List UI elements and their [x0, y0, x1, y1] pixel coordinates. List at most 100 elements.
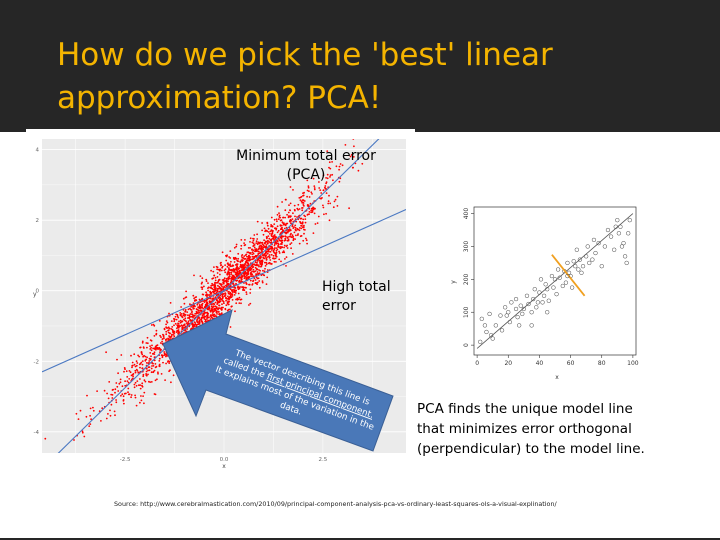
- scatter-point: [220, 306, 223, 309]
- scatter-point: [145, 342, 148, 344]
- scatter-point: [252, 268, 255, 271]
- x-tick-label: 0.0: [220, 457, 229, 463]
- scatter-point: [200, 282, 203, 285]
- title-bar: [0, 0, 720, 132]
- scatter-point: [108, 381, 111, 383]
- scatter-point: [299, 199, 302, 201]
- scatter-point: [329, 174, 332, 176]
- scatter-point: [306, 189, 309, 192]
- scatter-point: [265, 254, 268, 257]
- x-tick-label: 20: [504, 360, 512, 367]
- title-line-2: approximation? PCA!: [57, 80, 382, 116]
- scatter-point: [158, 357, 161, 360]
- scatter-point: [249, 241, 251, 243]
- scatter-point: [111, 389, 114, 391]
- scatter-point: [145, 358, 148, 361]
- scatter-point: [325, 212, 327, 215]
- scatter-point: [338, 165, 341, 168]
- scatter-point: [147, 369, 149, 372]
- scatter-point: [190, 315, 193, 318]
- scatter-point: [181, 316, 184, 319]
- scatter-point: [191, 323, 194, 325]
- scatter-point: [252, 239, 255, 242]
- scatter-point: [141, 360, 144, 362]
- scatter-point: [235, 267, 238, 270]
- scatter-point: [225, 304, 228, 307]
- scatter-point: [148, 366, 151, 368]
- scatter-point: [227, 295, 229, 298]
- scatter-point: [139, 401, 141, 404]
- scatter-point: [244, 266, 247, 268]
- scatter-point: [297, 208, 299, 211]
- scatter-point: [534, 305, 539, 310]
- scatter-point: [218, 296, 221, 299]
- scatter-point: [259, 260, 262, 263]
- scatter-point: [272, 235, 275, 238]
- scatter-point: [487, 311, 492, 317]
- scatter-point: [535, 300, 541, 305]
- scatter-point: [220, 269, 223, 272]
- scatter-point: [179, 325, 182, 327]
- scatter-point: [303, 191, 305, 194]
- scatter-point: [243, 277, 246, 280]
- scatter-point: [276, 220, 278, 223]
- scatter-point: [310, 209, 312, 212]
- scatter-point: [262, 269, 264, 272]
- scatter-point: [263, 270, 266, 273]
- scatter-point: [282, 250, 285, 252]
- scatter-point: [231, 290, 234, 293]
- scatter-point: [224, 264, 227, 266]
- scatter-point: [292, 189, 294, 191]
- scatter-point: [255, 264, 258, 267]
- scatter-point: [294, 228, 297, 231]
- scatter-point: [571, 259, 576, 264]
- scatter-point: [134, 381, 137, 384]
- scatter-point: [158, 364, 161, 366]
- scatter-point: [215, 294, 218, 297]
- scatter-point: [240, 239, 243, 241]
- scatter-point: [297, 228, 300, 231]
- scatter-point: [214, 276, 217, 279]
- scatter-point: [273, 260, 276, 263]
- scatter-point: [130, 394, 133, 396]
- scatter-point: [165, 323, 168, 326]
- scatter-point: [278, 250, 280, 253]
- scatter-point: [236, 272, 238, 275]
- scatter-point: [313, 185, 316, 187]
- scatter-point: [524, 293, 530, 298]
- scatter-point: [252, 237, 254, 240]
- scatter-point: [213, 283, 216, 286]
- scatter-point: [167, 329, 169, 332]
- x-tick-label: 0: [475, 360, 479, 367]
- scatter-point: [230, 271, 233, 274]
- scatter-point: [214, 288, 217, 290]
- scatter-point: [312, 208, 315, 211]
- scatter-point: [333, 200, 336, 203]
- scatter-point: [243, 267, 246, 270]
- scatter-point: [146, 342, 149, 345]
- caption-line-3: (perpendicular) to the model line.: [417, 441, 645, 457]
- scatter-point: [244, 261, 247, 263]
- scatter-point: [188, 317, 191, 320]
- scatter-point: [308, 211, 311, 213]
- scatter-point: [162, 361, 164, 364]
- scatter-point: [124, 368, 126, 370]
- scatter-point: [605, 227, 611, 233]
- scatter-point: [111, 394, 114, 396]
- scatter-point: [328, 166, 330, 169]
- scatter-point: [195, 312, 198, 315]
- scatter-point: [219, 269, 221, 272]
- scatter-point: [233, 261, 236, 263]
- scatter-point: [529, 310, 534, 315]
- scatter-point: [203, 312, 206, 315]
- scatter-point: [232, 269, 235, 271]
- scatter-point: [211, 284, 214, 287]
- x-tick-label: 2.5: [319, 457, 328, 463]
- scatter-point: [266, 256, 268, 258]
- scatter-point: [142, 373, 145, 376]
- scatter-point: [229, 250, 232, 252]
- scatter-point: [225, 296, 227, 299]
- scatter-point: [268, 248, 271, 250]
- scatter-point: [212, 290, 214, 293]
- scatter-point: [238, 270, 241, 273]
